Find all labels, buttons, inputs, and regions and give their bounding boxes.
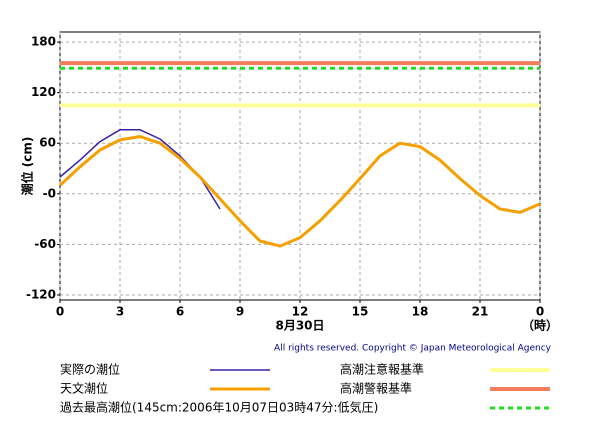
y-axis-label: 潮位 (cm): [20, 137, 35, 196]
x-unit-label: （時）: [522, 318, 558, 333]
y-tick-label: -0: [43, 186, 56, 200]
x-tick-label: 0: [56, 305, 64, 319]
x-tick-label: 21: [472, 305, 489, 319]
legend-label: 高潮注意報基準: [340, 362, 424, 377]
x-tick-label: 9: [236, 305, 244, 319]
legend-label: 天文潮位: [60, 381, 108, 396]
x-tick-label: 15: [352, 305, 369, 319]
y-tick-label: -120: [26, 287, 56, 301]
x-tick-label: 18: [412, 305, 429, 319]
y-tick-label: 120: [31, 85, 56, 99]
legend-label: 実際の潮位: [60, 362, 120, 377]
legend-label: 過去最高潮位(145cm:2006年10月07日03時47分:低気圧): [60, 400, 378, 415]
series-line: [58, 135, 541, 248]
y-tick-label: 180: [31, 35, 56, 49]
y-tick-label: -60: [34, 237, 56, 251]
x-tick-label: 0: [536, 305, 544, 319]
x-tick-label: 3: [116, 305, 124, 319]
y-tick-label: 60: [39, 136, 56, 150]
series-line: [59, 129, 221, 210]
x-axis-label: 8月30日: [275, 319, 324, 333]
x-tick-label: 12: [292, 305, 309, 319]
copyright: All rights reserved. Copyright © Japan M…: [274, 344, 552, 354]
x-tick-label: 6: [176, 305, 184, 319]
legend-label: 高潮警報基準: [340, 381, 412, 396]
